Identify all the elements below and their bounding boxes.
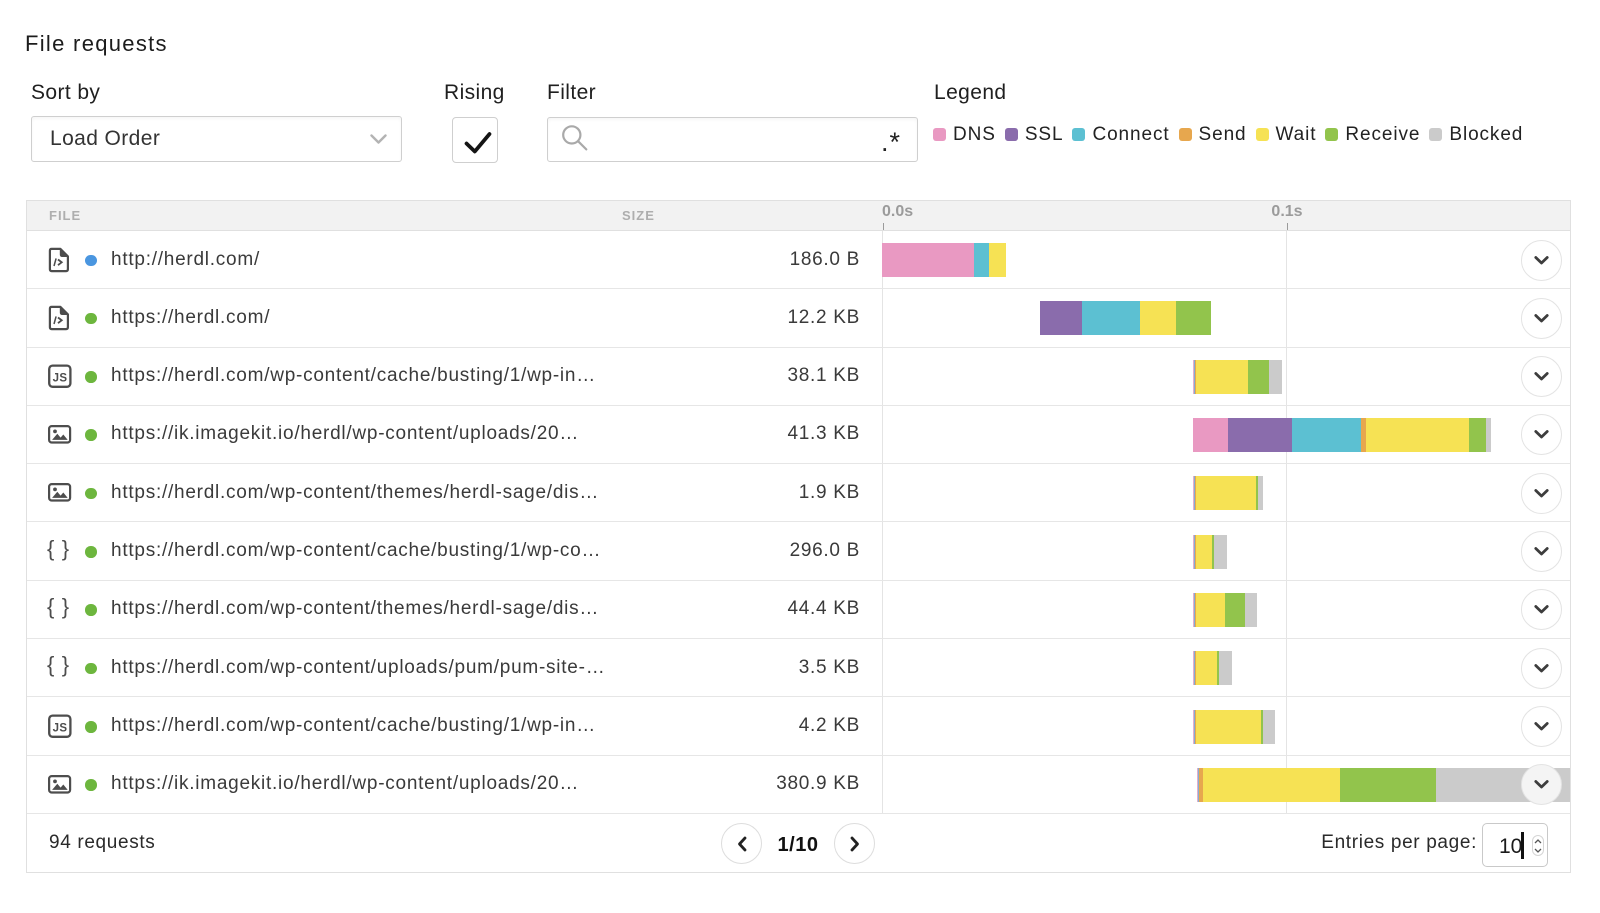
svg-text:JS: JS [53, 722, 68, 734]
svg-text:JS: JS [53, 372, 68, 384]
